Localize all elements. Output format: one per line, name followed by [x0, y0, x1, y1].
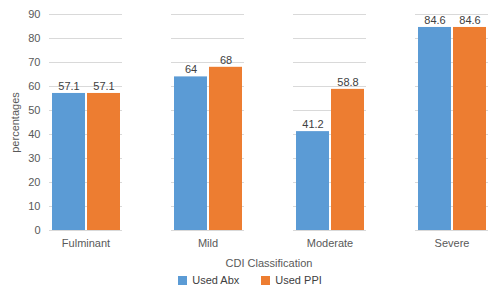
- svg-text:Fulminant: Fulminant: [62, 237, 110, 249]
- svg-text:57.1: 57.1: [58, 80, 79, 92]
- html-text:Used Abx: Used Abx: [192, 274, 240, 286]
- html-text:Used PPI: Used PPI: [275, 274, 322, 286]
- svg-text:30: 30: [28, 152, 40, 164]
- svg-text:64: 64: [185, 63, 197, 75]
- svg-text:20: 20: [28, 176, 40, 188]
- svg-text:70: 70: [28, 56, 40, 68]
- svg-text:Moderate: Moderate: [307, 237, 353, 249]
- svg-text:50: 50: [28, 104, 40, 116]
- svg-text:57.1: 57.1: [93, 80, 114, 92]
- svg-text:58.8: 58.8: [337, 76, 358, 88]
- svg-text:percentages: percentages: [9, 92, 21, 153]
- svg-text:90: 90: [28, 8, 40, 20]
- svg-text:40: 40: [28, 128, 40, 140]
- svg-text:CDI Classification: CDI Classification: [226, 257, 313, 269]
- svg-text:41.2: 41.2: [302, 118, 323, 130]
- svg-text:68: 68: [220, 54, 232, 66]
- svg-text:10: 10: [28, 200, 40, 212]
- svg-text:80: 80: [28, 32, 40, 44]
- svg-text:84.6: 84.6: [459, 14, 480, 26]
- svg-text:Severe: Severe: [435, 237, 470, 249]
- svg-text:60: 60: [28, 80, 40, 92]
- svg-text:Mild: Mild: [198, 237, 218, 249]
- svg-text:84.6: 84.6: [424, 14, 445, 26]
- svg-text:0: 0: [34, 224, 40, 236]
